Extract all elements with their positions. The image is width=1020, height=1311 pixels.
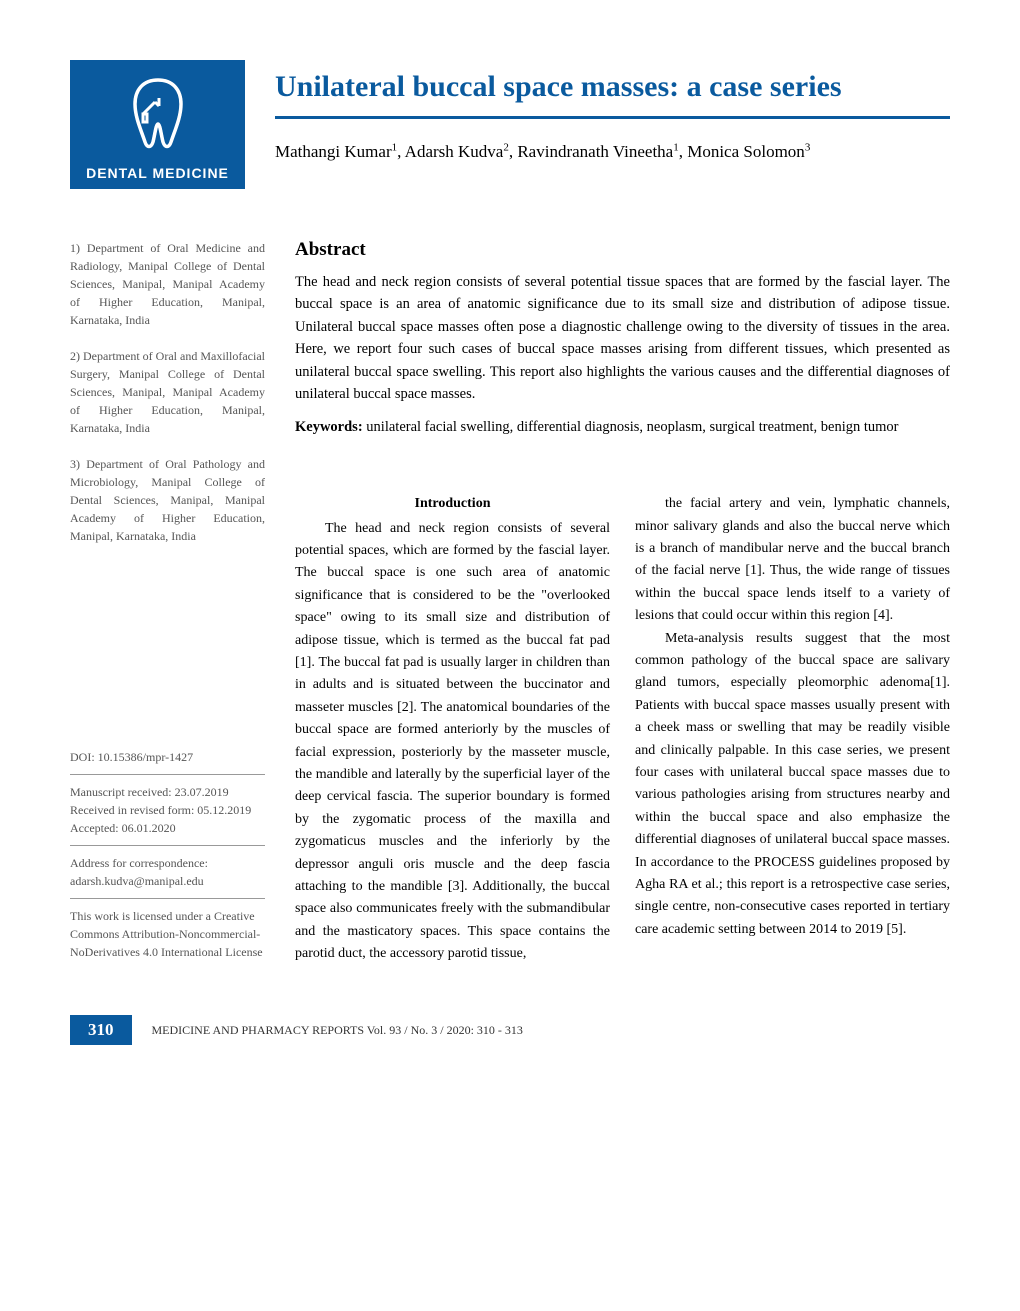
footer-citation: MEDICINE AND PHARMACY REPORTS Vol. 93 / …	[152, 1023, 523, 1038]
corr-email: adarsh.kudva@manipal.edu	[70, 874, 204, 888]
journal-logo: DENTAL MEDICINE	[70, 60, 245, 189]
body-columns: Introduction The head and neck region co…	[295, 493, 950, 965]
sidebar: 1) Department of Oral Medicine and Radio…	[70, 239, 265, 965]
col1-text: The head and neck region consists of sev…	[295, 518, 610, 966]
metadata-block: DOI: 10.15386/mpr-1427 Manuscript receiv…	[70, 728, 265, 965]
affiliation-3: 3) Department of Oral Pathology and Micr…	[70, 455, 265, 545]
keywords-label: Keywords:	[295, 419, 363, 435]
keywords: Keywords: unilateral facial swelling, di…	[295, 416, 950, 438]
manuscript-dates: Manuscript received: 23.07.2019 Received…	[70, 774, 265, 837]
keywords-text: unilateral facial swelling, differential…	[363, 419, 899, 435]
license-text: This work is licensed under a Creative C…	[70, 898, 265, 961]
page-number: 310	[70, 1015, 132, 1045]
affiliation-2: 2) Department of Oral and Maxillofacial …	[70, 347, 265, 437]
authors: Mathangi Kumar1, Adarsh Kudva2, Ravindra…	[275, 139, 950, 165]
article-header: DENTAL MEDICINE Unilateral buccal space …	[70, 60, 950, 189]
received-date: Manuscript received: 23.07.2019	[70, 785, 229, 799]
page-footer: 310 MEDICINE AND PHARMACY REPORTS Vol. 9…	[70, 1015, 950, 1045]
col2-text-1: the facial artery and vein, lymphatic ch…	[635, 493, 950, 627]
logo-label: DENTAL MEDICINE	[80, 165, 235, 181]
correspondence: Address for correspondence: adarsh.kudva…	[70, 845, 265, 890]
article-title: Unilateral buccal space masses: a case s…	[275, 70, 950, 119]
doi: DOI: 10.15386/mpr-1427	[70, 748, 265, 766]
corr-label: Address for correspondence:	[70, 856, 208, 870]
abstract-heading: Abstract	[295, 239, 950, 261]
column-2: the facial artery and vein, lymphatic ch…	[635, 493, 950, 965]
main-content: 1) Department of Oral Medicine and Radio…	[70, 239, 950, 965]
revised-date: Received in revised form: 05.12.2019	[70, 803, 251, 817]
intro-heading: Introduction	[295, 493, 610, 515]
abstract-text: The head and neck region consists of sev…	[295, 271, 950, 406]
title-block: Unilateral buccal space masses: a case s…	[275, 60, 950, 165]
affiliation-1: 1) Department of Oral Medicine and Radio…	[70, 239, 265, 329]
tooth-icon	[123, 72, 193, 152]
article-content: Abstract The head and neck region consis…	[295, 239, 950, 965]
column-1: Introduction The head and neck region co…	[295, 493, 610, 965]
accepted-date: Accepted: 06.01.2020	[70, 821, 176, 835]
col2-text-2: Meta-analysis results suggest that the m…	[635, 628, 950, 941]
